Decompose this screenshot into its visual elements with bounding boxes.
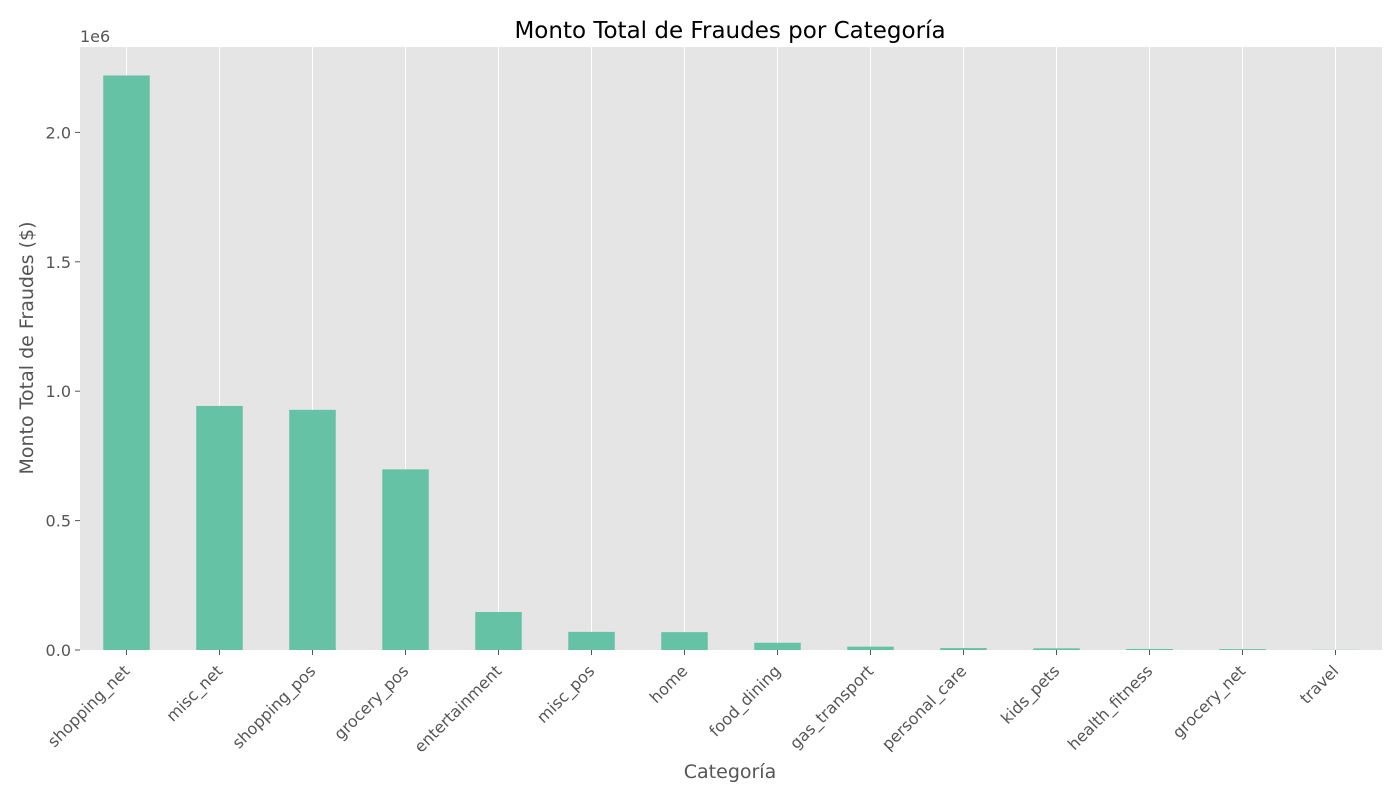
x-tick-label: grocery_net xyxy=(1169,661,1250,742)
bar-home xyxy=(661,632,708,650)
x-tick-label: grocery_pos xyxy=(330,661,413,744)
bar-grocery_net xyxy=(1219,649,1266,650)
x-tick-label: personal_care xyxy=(878,661,971,754)
x-tick-label: misc_pos xyxy=(533,661,599,727)
y-tick-label: 1.5 xyxy=(46,253,71,272)
x-tick-label: health_fitness xyxy=(1064,661,1157,754)
plot-area xyxy=(80,47,1382,650)
bar-health_fitness xyxy=(1126,648,1173,650)
grid xyxy=(126,47,1336,650)
y-axis-offset-label: 1e6 xyxy=(80,27,110,46)
bar-gas_transport xyxy=(847,646,894,650)
x-tick-label: entertainment xyxy=(410,661,505,756)
bar-misc_pos xyxy=(568,631,615,650)
bar-grocery_pos xyxy=(382,469,429,650)
y-tick-label: 2.0 xyxy=(46,123,71,142)
bar-kids_pets xyxy=(1033,648,1080,650)
y-axis-label: Monto Total de Fraudes ($) xyxy=(16,221,38,474)
y-axis-ticks: 0.0 0.5 1.0 1.5 2.0 xyxy=(46,123,80,660)
x-axis-ticks: shopping_net misc_net shopping_pos grocery_… xyxy=(44,650,1342,756)
x-tick-label: gas_transport xyxy=(786,661,878,753)
bar-food_dining xyxy=(754,642,801,650)
y-tick-label: 1.0 xyxy=(46,382,71,401)
chart-title: Monto Total de Fraudes por Categoría xyxy=(514,18,945,44)
bar-misc_net xyxy=(196,405,243,650)
bar-shopping_net xyxy=(103,75,150,650)
x-tick-label: home xyxy=(646,661,692,707)
x-tick-label: misc_net xyxy=(162,661,227,726)
y-tick-label: 0.0 xyxy=(46,641,71,660)
x-tick-label: shopping_net xyxy=(44,661,134,751)
x-tick-label: travel xyxy=(1296,661,1342,707)
x-axis-label: Categoría xyxy=(684,761,776,783)
bar-entertainment xyxy=(475,611,522,650)
bar-shopping_pos xyxy=(289,409,336,650)
x-tick-label: kids_pets xyxy=(997,661,1064,728)
y-tick-label: 0.5 xyxy=(46,512,71,531)
x-tick-label: food_dining xyxy=(705,661,785,741)
x-tick-label: shopping_pos xyxy=(228,661,320,753)
bars xyxy=(103,75,1359,650)
bar-personal_care xyxy=(940,648,987,650)
